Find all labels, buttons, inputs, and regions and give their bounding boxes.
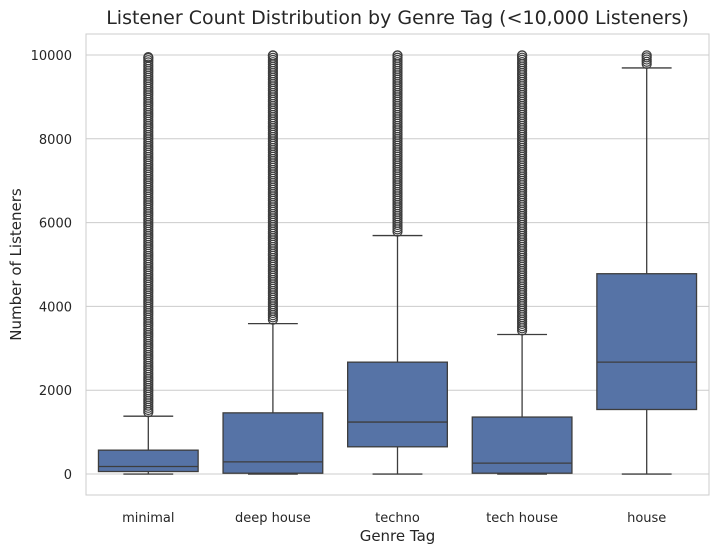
chart-title: Listener Count Distribution by Genre Tag… <box>106 7 689 29</box>
box <box>97 449 199 473</box>
y-tick-label: 2000 <box>39 384 72 399</box>
outliers <box>267 50 278 325</box>
outliers <box>516 50 528 336</box>
x-tick-label: techno <box>375 511 420 526</box>
outlier-point <box>641 50 652 61</box>
x-axis-title: Genre Tag <box>360 527 436 545</box>
y-tick-label: 4000 <box>39 300 72 315</box>
box-series <box>97 50 698 475</box>
outlier-point <box>267 50 278 61</box>
y-axis-ticks: 0 2000 4000 6000 8000 10000 <box>31 49 72 483</box>
box-group-deep-house <box>222 50 324 475</box>
x-tick-label: tech house <box>486 511 558 526</box>
x-tick-label: deep house <box>235 511 311 526</box>
box <box>347 361 448 448</box>
plot-frame <box>85 33 710 496</box>
y-tick-label: 6000 <box>39 217 72 232</box>
box-group-house <box>596 50 698 475</box>
x-tick-label: minimal <box>122 511 174 526</box>
outlier-point <box>143 51 154 63</box>
y-tick-label: 0 <box>64 468 72 483</box>
box <box>596 273 698 411</box>
outliers <box>143 51 154 418</box>
y-tick-label: 10000 <box>31 49 72 64</box>
outlier-point <box>392 50 403 61</box>
outlier-point <box>516 50 528 61</box>
x-tick-label: house <box>627 511 666 526</box>
outliers <box>641 50 652 70</box>
x-axis-ticks: minimal deep house techno tech house house <box>122 511 666 526</box>
outliers <box>392 50 403 237</box>
y-tick-label: 8000 <box>39 133 72 148</box>
box <box>471 416 573 474</box>
box-group-minimal <box>97 51 199 475</box>
box <box>222 412 324 474</box>
box-group-tech-house <box>471 50 573 475</box>
box-group-techno <box>347 50 448 475</box>
y-axis-title: Number of Listeners <box>7 188 25 341</box>
